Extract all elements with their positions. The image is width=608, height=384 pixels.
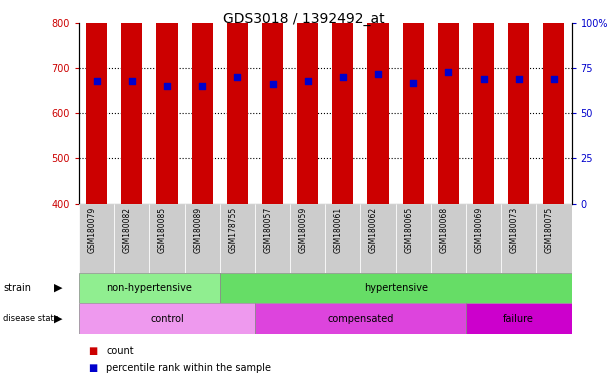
- Text: disease state: disease state: [3, 314, 59, 323]
- Bar: [156, 21, 178, 204]
- Bar: [79, 204, 114, 273]
- Text: GDS3018 / 1392492_at: GDS3018 / 1392492_at: [223, 12, 385, 25]
- Bar: [438, 0, 459, 204]
- Bar: [192, 18, 213, 204]
- Text: ■: ■: [88, 346, 97, 356]
- Text: failure: failure: [503, 314, 534, 324]
- Point: [409, 79, 418, 86]
- Bar: [150, 204, 185, 273]
- Point: [373, 71, 383, 77]
- Bar: [262, 20, 283, 204]
- Bar: [255, 204, 290, 273]
- Bar: [396, 204, 431, 273]
- Bar: [361, 204, 396, 273]
- Bar: [185, 204, 219, 273]
- Bar: [367, 0, 389, 204]
- Bar: [79, 273, 219, 303]
- Bar: [333, 0, 353, 204]
- Point: [478, 76, 488, 82]
- Bar: [325, 204, 361, 273]
- Text: control: control: [150, 314, 184, 324]
- Text: count: count: [106, 346, 134, 356]
- Point: [338, 74, 348, 80]
- Point: [127, 78, 137, 84]
- Bar: [219, 204, 255, 273]
- Point: [162, 83, 172, 89]
- Text: ▶: ▶: [54, 283, 62, 293]
- Bar: [431, 204, 466, 273]
- Text: ▶: ▶: [54, 314, 62, 324]
- Point: [549, 76, 559, 82]
- Bar: [121, 0, 142, 204]
- Bar: [255, 303, 466, 334]
- Text: GSM180061: GSM180061: [334, 207, 343, 253]
- Text: percentile rank within the sample: percentile rank within the sample: [106, 363, 271, 373]
- Text: GSM180073: GSM180073: [510, 207, 519, 253]
- Bar: [473, 0, 494, 204]
- Bar: [508, 0, 530, 204]
- Text: GSM180089: GSM180089: [193, 207, 202, 253]
- Text: GSM180065: GSM180065: [404, 207, 413, 253]
- Point: [92, 78, 102, 84]
- Point: [303, 78, 313, 84]
- Text: GSM180057: GSM180057: [263, 207, 272, 253]
- Bar: [86, 0, 107, 204]
- Bar: [402, 2, 424, 204]
- Point: [443, 69, 453, 75]
- Text: GSM180082: GSM180082: [123, 207, 132, 253]
- Text: GSM180068: GSM180068: [440, 207, 448, 253]
- Text: GSM180059: GSM180059: [299, 207, 308, 253]
- Bar: [227, 0, 248, 204]
- Bar: [290, 204, 325, 273]
- Bar: [466, 204, 501, 273]
- Bar: [219, 273, 572, 303]
- Bar: [466, 303, 572, 334]
- Text: non-hypertensive: non-hypertensive: [106, 283, 192, 293]
- Bar: [501, 204, 536, 273]
- Point: [197, 83, 207, 89]
- Point: [232, 74, 242, 80]
- Text: GSM180062: GSM180062: [369, 207, 378, 253]
- Bar: [297, 0, 318, 204]
- Text: strain: strain: [3, 283, 31, 293]
- Text: hypertensive: hypertensive: [364, 283, 427, 293]
- Text: GSM180069: GSM180069: [475, 207, 483, 253]
- Text: compensated: compensated: [327, 314, 393, 324]
- Bar: [544, 0, 564, 204]
- Bar: [114, 204, 150, 273]
- Text: GSM180079: GSM180079: [88, 207, 97, 253]
- Text: GSM178755: GSM178755: [229, 207, 237, 253]
- Text: ■: ■: [88, 363, 97, 373]
- Bar: [79, 303, 255, 334]
- Text: GSM180075: GSM180075: [545, 207, 554, 253]
- Point: [514, 76, 523, 82]
- Bar: [536, 204, 572, 273]
- Text: GSM180085: GSM180085: [158, 207, 167, 253]
- Point: [268, 81, 277, 88]
